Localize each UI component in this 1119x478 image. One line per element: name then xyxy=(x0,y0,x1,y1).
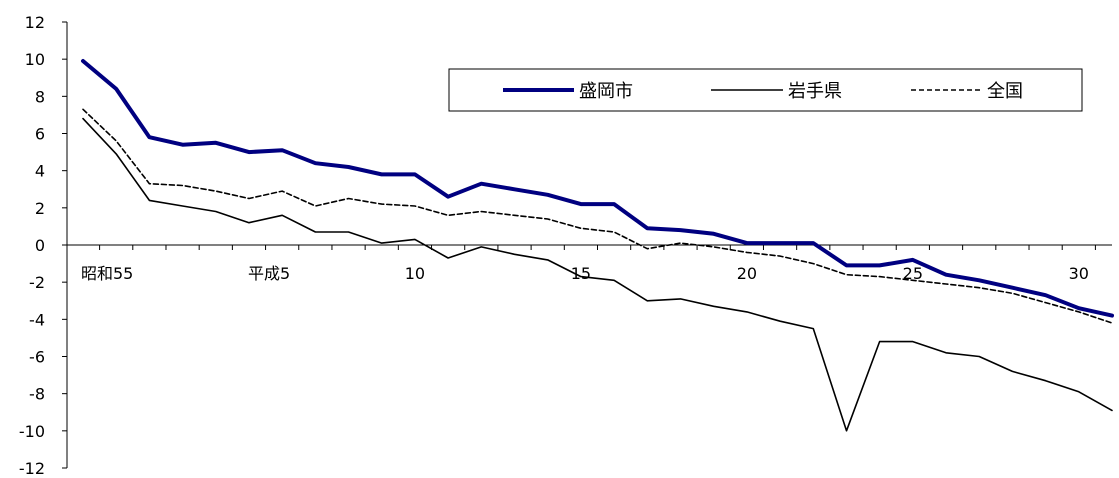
y-tick-label: -10 xyxy=(19,422,45,441)
series-line-1 xyxy=(81,59,1114,318)
y-tick-label: 6 xyxy=(35,125,45,144)
y-tick-label: 12 xyxy=(25,13,45,32)
legend-label-3: 全国 xyxy=(987,81,1023,102)
x-tick-label: 30 xyxy=(1069,264,1089,283)
y-tick-label: -8 xyxy=(29,385,45,404)
y-tick-label: 10 xyxy=(25,50,45,69)
x-tick-label: 平成5 xyxy=(248,264,290,283)
legend-label-2: 岩手県 xyxy=(788,81,842,102)
x-tick-label: 15 xyxy=(571,264,591,283)
x-tick-label: 20 xyxy=(737,264,757,283)
axes: -12 -10 -8 -6 -4 -2 0 2 4 6 8 10 12 xyxy=(19,13,1112,478)
y-tick-label: 0 xyxy=(35,236,45,255)
y-tick-label: -12 xyxy=(19,459,45,478)
x-tick-labels: 昭和55 平成5 10 15 20 25 30 xyxy=(81,264,1089,283)
x-tick-label: 25 xyxy=(903,264,923,283)
series-line-2 xyxy=(82,117,1113,432)
series-layer xyxy=(81,59,1114,432)
y-tick-label: -6 xyxy=(29,348,45,367)
series-line-3 xyxy=(82,108,1113,324)
legend: 盛岡市 岩手県 全国 xyxy=(448,68,1083,112)
x-tick-label: 10 xyxy=(405,264,425,283)
y-tick-label: -4 xyxy=(29,310,45,329)
y-tick-label: -2 xyxy=(29,273,45,292)
y-tick-label: 2 xyxy=(35,199,45,218)
legend-label-1: 盛岡市 xyxy=(579,81,633,102)
y-tick-label: 8 xyxy=(35,87,45,106)
y-tick-label: 4 xyxy=(35,162,45,181)
x-tick-label: 昭和55 xyxy=(81,264,133,283)
